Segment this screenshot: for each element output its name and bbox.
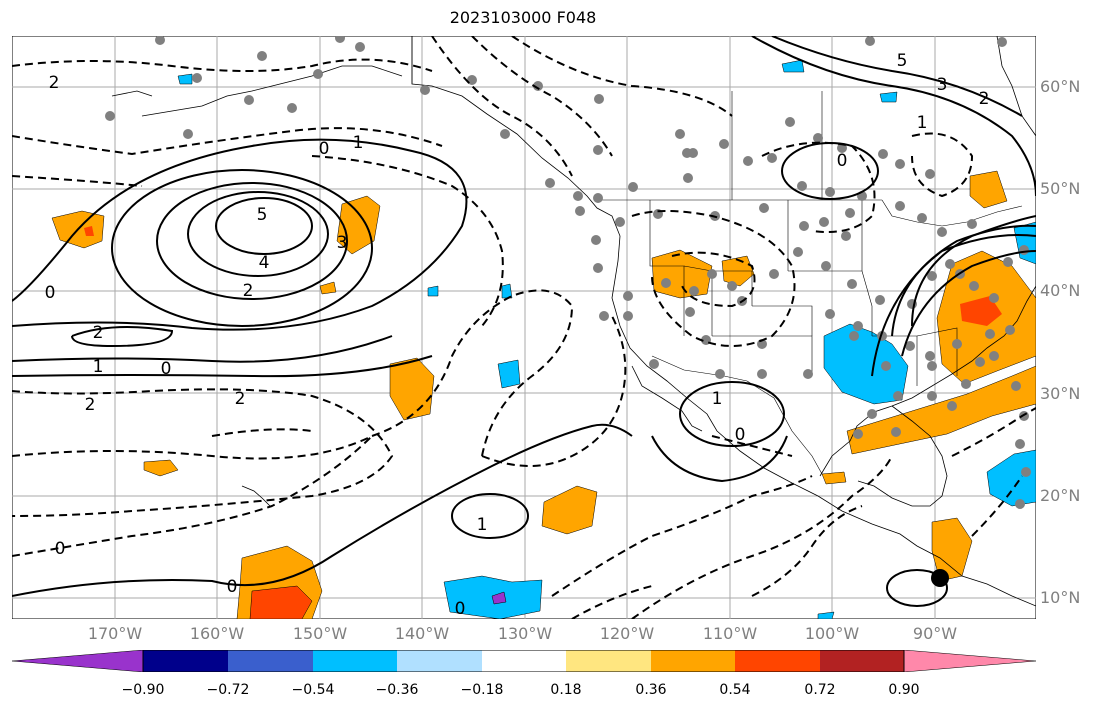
borders [411, 36, 1023, 475]
contour-label: 0 [837, 151, 848, 171]
colorbar-segment [313, 650, 397, 672]
contour-label: 5 [257, 205, 268, 225]
colorbar-tick-label: 0.90 [888, 682, 920, 698]
colorbar-segment [143, 650, 228, 672]
lon-label: 130°W [497, 624, 553, 643]
lat-label: 30°N [1040, 384, 1081, 403]
lon-label: 160°W [189, 624, 245, 643]
contour-label: 1 [477, 515, 488, 535]
lon-label: 150°W [292, 624, 348, 643]
solid-contours [12, 36, 1036, 607]
contour-label: 0 [55, 539, 66, 559]
colorbar-tick-label: −0.36 [375, 682, 419, 698]
colorbar-segment [820, 650, 904, 672]
colorbar-segment [566, 650, 651, 672]
colorbar [12, 650, 1036, 672]
colorbar-tick-label: 0.72 [804, 682, 836, 698]
lat-label: 40°N [1040, 281, 1081, 300]
contour-label: 0 [455, 599, 466, 619]
contour-label: 2 [235, 389, 246, 409]
colorbar-min-extension [12, 650, 144, 672]
storm-marker [931, 569, 949, 587]
contour-label: 1 [712, 389, 723, 409]
contour-label: 2 [979, 89, 990, 109]
lon-label: 110°W [702, 624, 758, 643]
colorbar-tick-label: 0.54 [719, 682, 751, 698]
contour-label: 5 [897, 51, 908, 71]
lon-label: 120°W [599, 624, 655, 643]
contour-label: 0 [45, 283, 56, 303]
weather-map: 5 4 2 2 0 0 1 2 2 0 0 2 0 1 3 1 0 1 0 2 … [12, 36, 1036, 619]
lat-label: 10°N [1040, 588, 1081, 607]
colorbar-tick-label: −0.90 [121, 682, 165, 698]
colorbar-tick-label: 0.18 [550, 682, 582, 698]
colorbar-segment [482, 650, 566, 672]
lon-label: 90°W [912, 624, 958, 643]
coastlines [111, 36, 1036, 607]
contour-label: 1 [93, 357, 104, 377]
colorbar-tick-label: −0.18 [460, 682, 504, 698]
contour-label: 2 [49, 73, 60, 93]
contour-label: 0 [735, 425, 746, 445]
colorbar-max-extension [903, 650, 1036, 672]
station-dots [105, 36, 1031, 509]
lat-label: 20°N [1040, 486, 1081, 505]
contour-label: 0 [227, 577, 238, 597]
contour-label: 3 [937, 75, 948, 95]
contour-label: 1 [353, 133, 364, 153]
contour-label: 3 [337, 233, 348, 253]
contour-label: 0 [161, 359, 172, 379]
lat-label: 60°N [1040, 77, 1081, 96]
lat-label: 50°N [1040, 179, 1081, 198]
shaded-negative-areas [177, 59, 1036, 619]
contour-label: 4 [259, 253, 270, 273]
colorbar-segment [735, 650, 820, 672]
map-title: 2023103000 F048 [449, 8, 597, 27]
colorbar-tick-label: −0.54 [291, 682, 335, 698]
lon-label: 170°W [87, 624, 143, 643]
contour-label: 2 [93, 323, 104, 343]
lon-label: 100°W [804, 624, 860, 643]
contour-label: 1 [917, 113, 928, 133]
contour-label: 2 [85, 395, 96, 415]
contour-label: 0 [319, 139, 330, 159]
contour-labels: 5 4 2 2 0 0 1 2 2 0 0 2 0 1 3 1 0 1 0 2 … [45, 51, 990, 619]
colorbar-segment [397, 650, 482, 672]
colorbar-segment [228, 650, 313, 672]
colorbar-tick-label: 0.36 [635, 682, 667, 698]
colorbar-tick-label: −0.72 [206, 682, 250, 698]
lon-label: 140°W [394, 624, 450, 643]
colorbar-segment [651, 650, 735, 672]
dashed-contours [12, 36, 1036, 619]
contour-label: 2 [243, 281, 254, 301]
